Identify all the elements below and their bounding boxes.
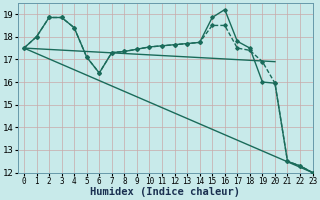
X-axis label: Humidex (Indice chaleur): Humidex (Indice chaleur) <box>90 187 240 197</box>
